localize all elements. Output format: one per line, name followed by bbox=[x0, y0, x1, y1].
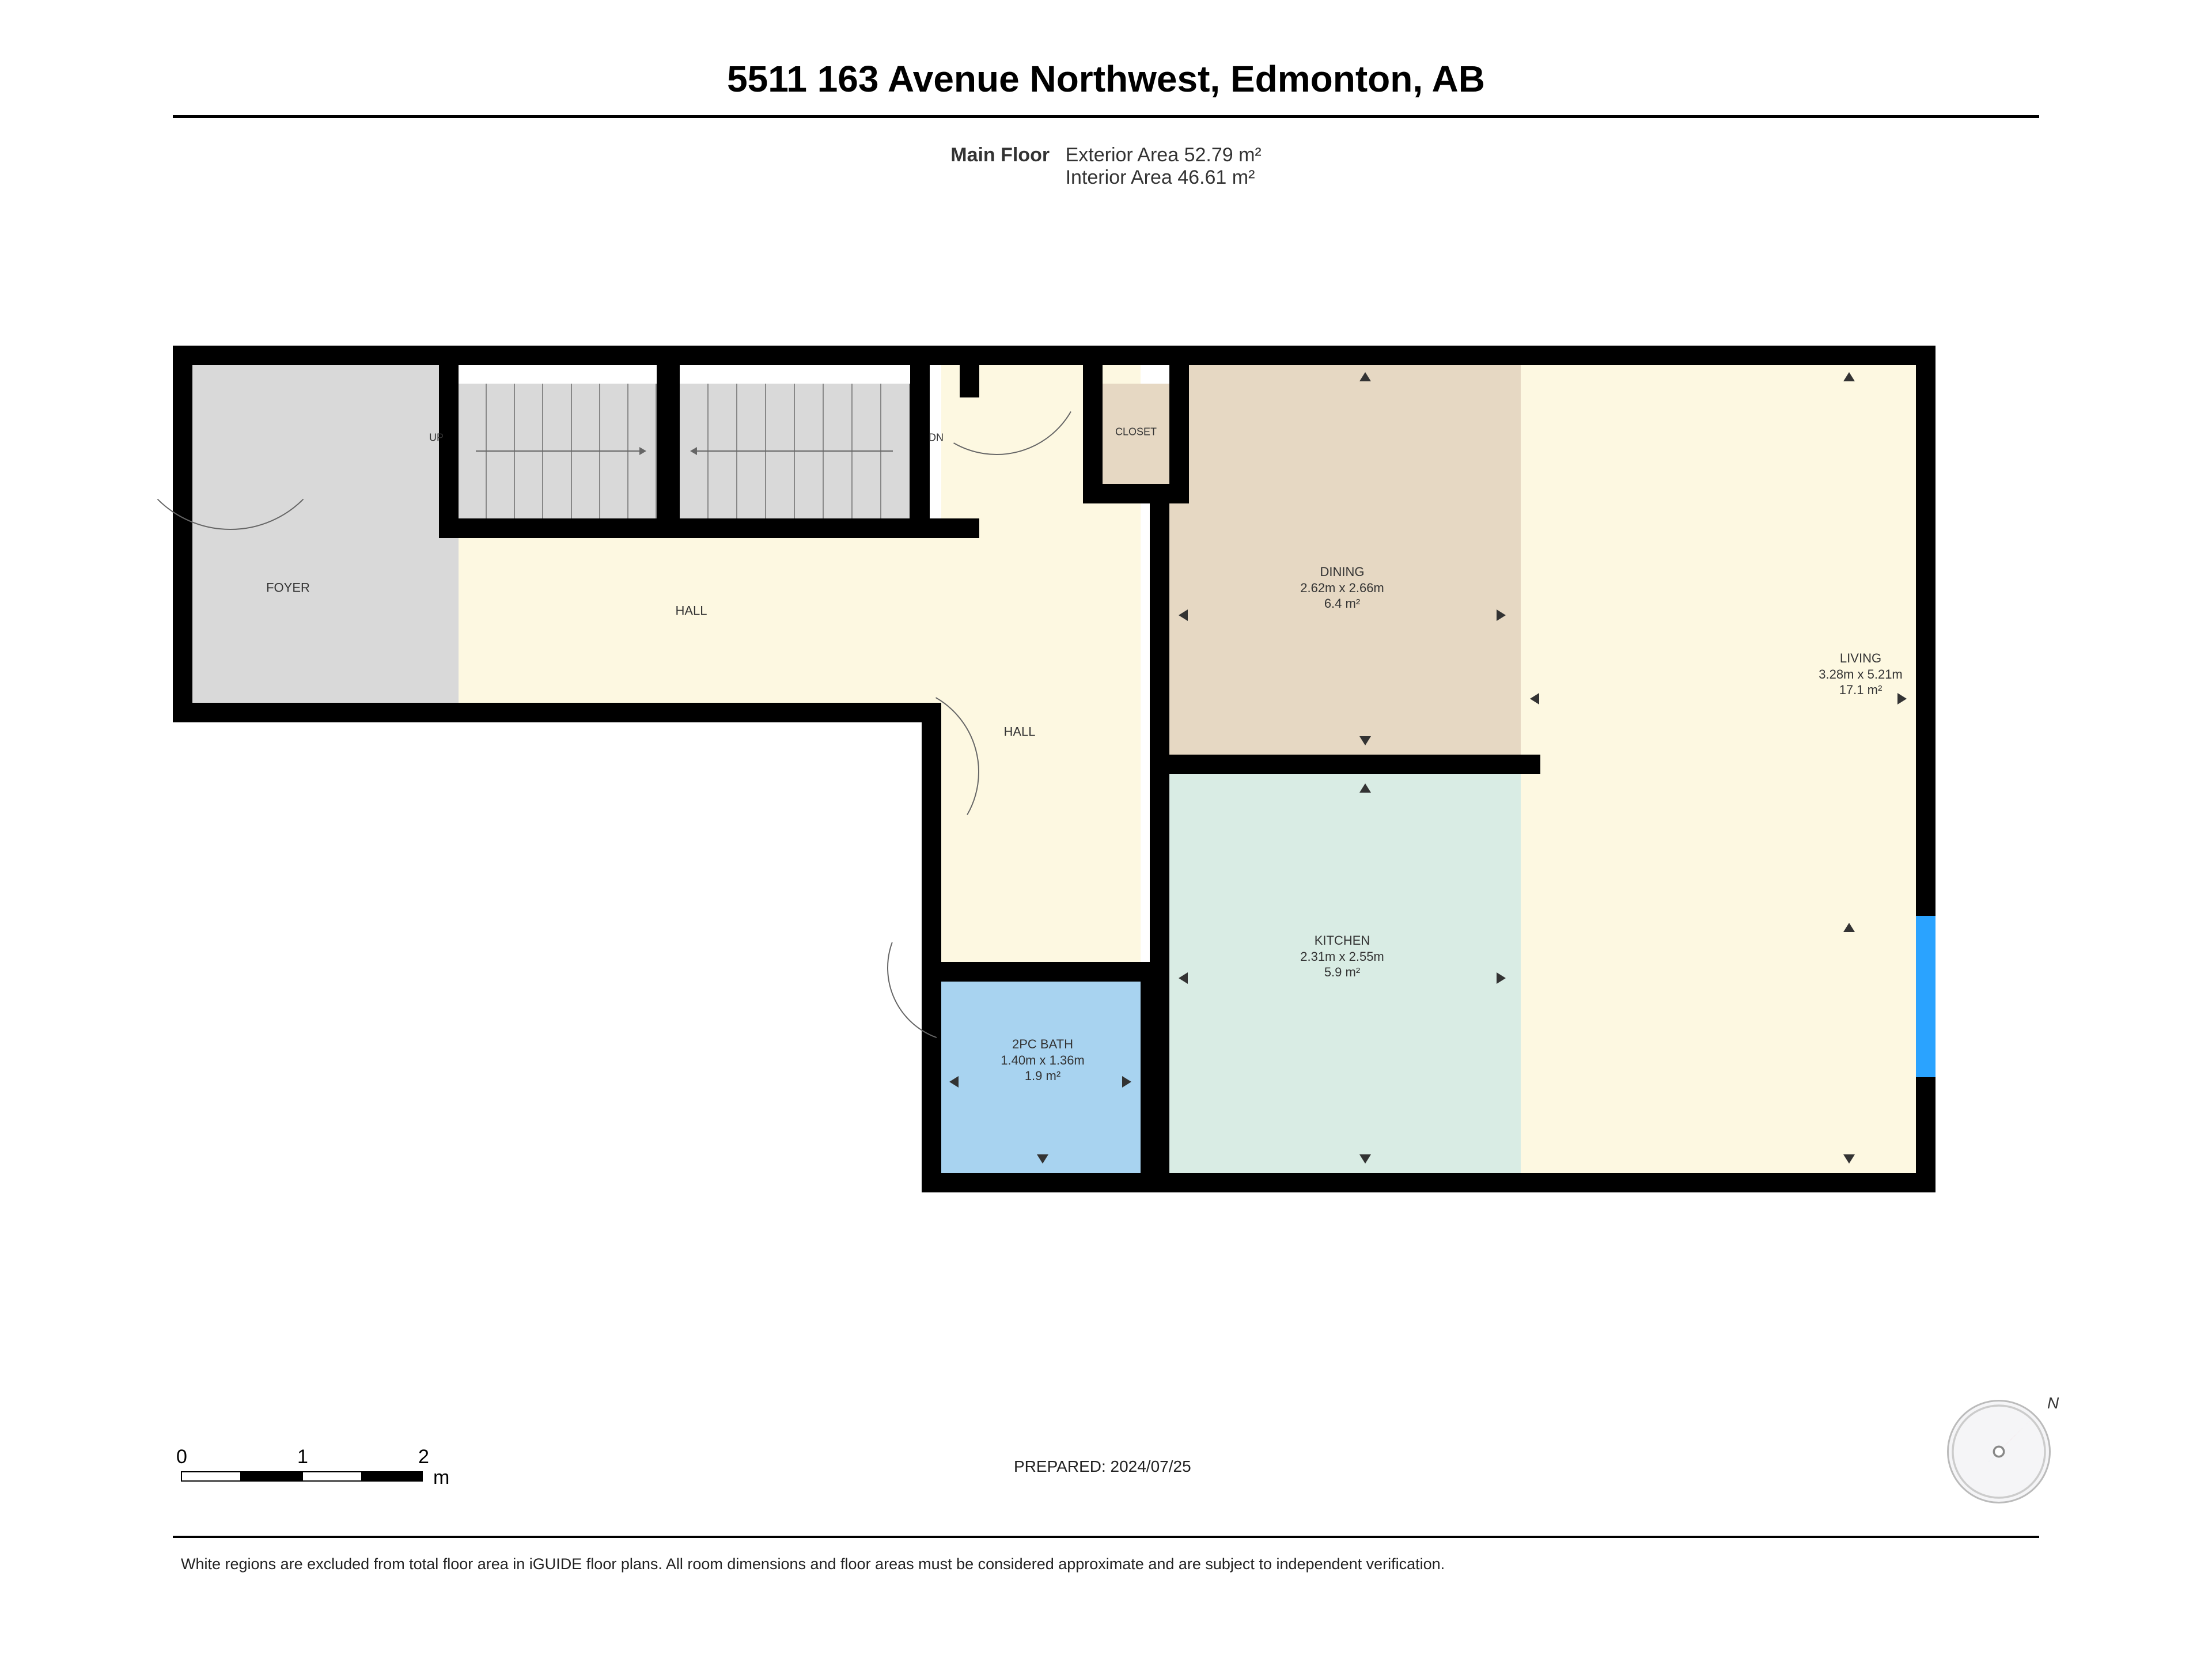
floor-plan: FOYER HALL HALL CLOSET DINING2.62m x 2.66m6.… bbox=[173, 346, 1936, 1192]
room-label-foyer: FOYER bbox=[266, 579, 310, 596]
dimension-arrow-icon bbox=[1843, 923, 1855, 932]
stair-arrow-icon bbox=[697, 450, 893, 452]
stair-arrow-icon bbox=[476, 450, 639, 452]
scale-tick: 1 bbox=[297, 1446, 308, 1468]
wall bbox=[439, 365, 459, 538]
page-title: 5511 163 Avenue Northwest, Edmonton, AB bbox=[0, 58, 2212, 100]
header-rule bbox=[173, 115, 2039, 118]
compass-icon bbox=[1947, 1400, 2051, 1503]
dimension-arrow-icon bbox=[1179, 609, 1188, 621]
wall bbox=[173, 346, 1936, 365]
wall bbox=[1169, 365, 1189, 503]
floor-info-block: Main Floor Exterior Area 52.79 m² Main F… bbox=[950, 144, 1262, 189]
label-dn: DN bbox=[929, 432, 944, 444]
wall bbox=[960, 346, 979, 397]
room-dining bbox=[1169, 365, 1521, 755]
wall bbox=[657, 365, 680, 538]
wall bbox=[439, 518, 979, 538]
room-label-closet: CLOSET bbox=[1115, 426, 1157, 438]
room-name: LIVING bbox=[1819, 650, 1903, 666]
wall bbox=[922, 1173, 1936, 1192]
dimension-arrow-icon bbox=[1359, 736, 1371, 745]
footer-rule bbox=[173, 1536, 2039, 1538]
prepared-date: PREPARED: 2024/07/25 bbox=[1014, 1457, 1191, 1476]
dimension-arrow-icon bbox=[1497, 609, 1506, 621]
scale-segment bbox=[181, 1471, 241, 1482]
room-name: CLOSET bbox=[1115, 426, 1157, 438]
scale-segment bbox=[362, 1471, 423, 1482]
wall bbox=[1141, 962, 1160, 1192]
dimension-arrow-icon bbox=[1359, 1154, 1371, 1164]
scale-unit: m bbox=[433, 1467, 449, 1489]
room-label-kitchen: KITCHEN2.31m x 2.55m5.9 m² bbox=[1300, 933, 1384, 980]
room-dims: 3.28m x 5.21m bbox=[1819, 666, 1903, 682]
room-foyer bbox=[192, 365, 459, 703]
floor-label: Main Floor bbox=[950, 144, 1050, 166]
label-up: UP bbox=[429, 432, 444, 444]
room-living bbox=[1521, 365, 1916, 1173]
wall bbox=[173, 346, 192, 722]
dimension-arrow-icon bbox=[1530, 693, 1539, 704]
scale-segment bbox=[241, 1471, 302, 1482]
window bbox=[1916, 916, 1936, 1077]
room-name: DINING bbox=[1300, 564, 1384, 580]
room-area: 17.1 m² bbox=[1819, 682, 1903, 698]
scale-tick: 0 bbox=[176, 1446, 187, 1468]
room-name: HALL bbox=[1003, 724, 1035, 740]
room-dims: 1.40m x 1.36m bbox=[1001, 1052, 1085, 1068]
wall bbox=[1150, 484, 1169, 755]
dimension-arrow-icon bbox=[1897, 693, 1907, 704]
room-name: FOYER bbox=[266, 579, 310, 596]
room-label-hall1: HALL bbox=[675, 603, 707, 619]
room-area: 5.9 m² bbox=[1300, 964, 1384, 980]
room-name: HALL bbox=[675, 603, 707, 619]
wall bbox=[1083, 365, 1103, 503]
dimension-arrow-icon bbox=[1179, 972, 1188, 984]
room-area: 1.9 m² bbox=[1001, 1068, 1085, 1084]
dimension-arrow-icon bbox=[1359, 783, 1371, 793]
wall bbox=[910, 365, 930, 538]
dimension-arrow-icon bbox=[1359, 372, 1371, 381]
interior-area: Interior Area 46.61 m² bbox=[1066, 166, 1255, 189]
room-hall1 bbox=[459, 538, 979, 703]
dimension-arrow-icon bbox=[949, 1076, 959, 1088]
room-dims: 2.62m x 2.66m bbox=[1300, 579, 1384, 596]
dimension-arrow-icon bbox=[1037, 1154, 1048, 1164]
room-area: 6.4 m² bbox=[1300, 596, 1384, 612]
room-label-dining: DINING2.62m x 2.66m6.4 m² bbox=[1300, 564, 1384, 612]
room-label-bath: 2PC BATH1.40m x 1.36m1.9 m² bbox=[1001, 1036, 1085, 1084]
dimension-arrow-icon bbox=[1122, 1076, 1131, 1088]
wall bbox=[1150, 755, 1540, 774]
disclaimer-text: White regions are excluded from total fl… bbox=[181, 1555, 1445, 1573]
wall bbox=[1521, 755, 1540, 774]
scale-tick: 2 bbox=[418, 1446, 429, 1468]
exterior-area: Exterior Area 52.79 m² bbox=[1066, 144, 1262, 166]
room-dims: 2.31m x 2.55m bbox=[1300, 948, 1384, 964]
dimension-arrow-icon bbox=[1497, 972, 1506, 984]
scale-segment bbox=[302, 1471, 362, 1482]
room-name: KITCHEN bbox=[1300, 933, 1384, 949]
room-label-hall2: HALL bbox=[1003, 724, 1035, 740]
wall bbox=[173, 703, 941, 722]
room-label-living: LIVING3.28m x 5.21m17.1 m² bbox=[1819, 650, 1903, 698]
dimension-arrow-icon bbox=[1843, 372, 1855, 381]
dimension-arrow-icon bbox=[1843, 1154, 1855, 1164]
compass-north-label: N bbox=[2047, 1394, 2059, 1412]
room-name: 2PC BATH bbox=[1001, 1036, 1085, 1052]
